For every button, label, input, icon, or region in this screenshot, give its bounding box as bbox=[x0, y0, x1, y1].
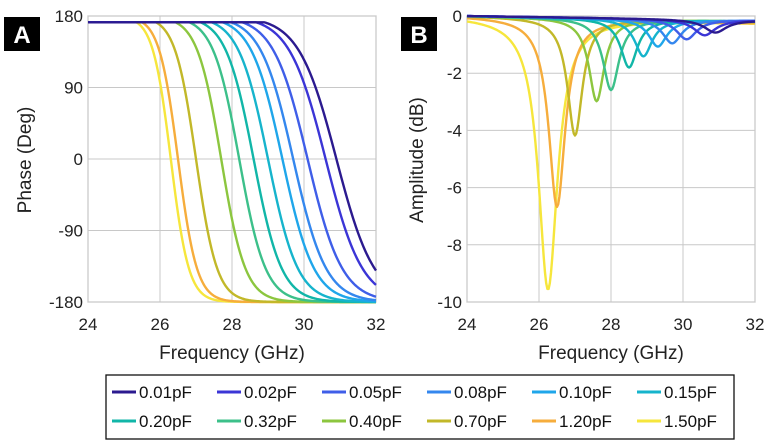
legend: 0.01pF 0.02pF 0.05pF 0.08pF 0.10pF 0.15pF 0.20… bbox=[105, 374, 735, 440]
amplitude-y-tick-label: -8 bbox=[447, 236, 462, 255]
legend-label: 1.20pF bbox=[559, 412, 612, 431]
legend-label: 0.02pF bbox=[244, 383, 297, 402]
legend-label: 0.20pF bbox=[139, 412, 192, 431]
legend-label: 0.70pF bbox=[454, 412, 507, 431]
amplitude-chart-panel: 24 26 28 30 32 0 -2 -4 -6 -8 -10 Frequency (GHz) A… bbox=[401, 7, 764, 364]
phase-series-0_01pF bbox=[88, 21, 378, 272]
amplitude-series-0_01pF bbox=[466, 14, 756, 34]
panel-b-letter: B bbox=[410, 22, 427, 49]
amplitude-y-tick-label: -10 bbox=[437, 293, 462, 312]
legend-label: 0.05pF bbox=[349, 383, 402, 402]
phase-y-tick-label: 90 bbox=[64, 79, 83, 98]
amplitude-y-tick-label: 0 bbox=[453, 7, 462, 26]
panel-a-tag: A bbox=[4, 17, 40, 51]
amplitude-y-tick-label: -2 bbox=[447, 64, 462, 83]
legend-label: 0.15pF bbox=[664, 383, 717, 402]
phase-y-tick-label: 180 bbox=[55, 7, 83, 26]
legend-label: 0.10pF bbox=[559, 383, 612, 402]
amplitude-series-group bbox=[466, 14, 756, 291]
phase-x-tick-label: 32 bbox=[367, 315, 386, 334]
amplitude-x-tick-label: 28 bbox=[602, 315, 621, 334]
legend-label: 0.01pF bbox=[139, 383, 192, 402]
phase-x-tick-label: 26 bbox=[151, 315, 170, 334]
phase-x-tick-label: 30 bbox=[295, 315, 314, 334]
phase-x-axis-label: Frequency (GHz) bbox=[159, 343, 305, 364]
phase-y-tick-label: -180 bbox=[49, 293, 83, 312]
legend-box bbox=[105, 374, 735, 440]
phase-y-tick-label: -90 bbox=[58, 222, 83, 241]
phase-x-tick-label: 24 bbox=[79, 315, 98, 334]
amplitude-x-tick-label: 32 bbox=[746, 315, 765, 334]
amplitude-y-axis-label: Amplitude (dB) bbox=[407, 97, 428, 223]
amplitude-gridlines bbox=[466, 15, 756, 303]
phase-y-tick-label: 0 bbox=[74, 150, 83, 169]
legend-label: 1.50pF bbox=[664, 412, 717, 431]
amplitude-x-tick-label: 26 bbox=[530, 315, 549, 334]
panel-a-badge bbox=[4, 17, 40, 51]
legend-items: 0.01pF 0.02pF 0.05pF 0.08pF 0.10pF 0.15pF 0.20… bbox=[112, 383, 717, 431]
legend-label: 0.40pF bbox=[349, 412, 402, 431]
amplitude-x-axis-label: Frequency (GHz) bbox=[538, 343, 684, 364]
panel-b-badge bbox=[401, 17, 437, 51]
amplitude-x-tick-label: 30 bbox=[674, 315, 693, 334]
amplitude-x-tick-label: 24 bbox=[458, 315, 477, 334]
legend-label: 0.08pF bbox=[454, 383, 507, 402]
panel-a-letter: A bbox=[13, 22, 30, 49]
phase-tick-labels: 24 26 28 30 32 180 90 0 -90 -180 bbox=[49, 7, 385, 334]
amplitude-y-tick-label: -4 bbox=[447, 121, 462, 140]
legend-label: 0.32pF bbox=[244, 412, 297, 431]
phase-y-axis-label: Phase (Deg) bbox=[15, 107, 36, 214]
panel-b-tag: B bbox=[401, 17, 437, 51]
amplitude-tick-labels: 24 26 28 30 32 0 -2 -4 -6 -8 -10 bbox=[437, 7, 764, 334]
amplitude-y-tick-label: -6 bbox=[447, 179, 462, 198]
phase-series-group bbox=[88, 21, 378, 304]
phase-x-tick-label: 28 bbox=[223, 315, 242, 334]
